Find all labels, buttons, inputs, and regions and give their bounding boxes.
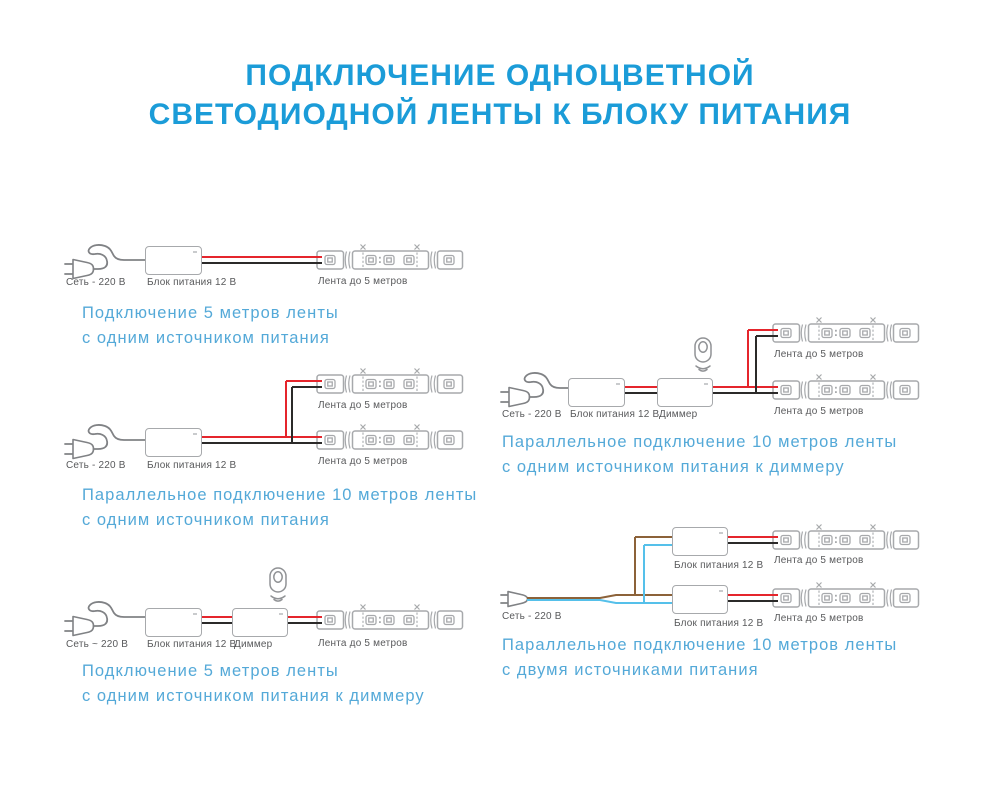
led-strip-icon — [772, 373, 920, 400]
strip-label: Лента до 5 метров — [318, 400, 408, 411]
strip-label: Лента до 5 метров — [774, 406, 864, 417]
caption-line: с одним источником питания к диммеру — [82, 687, 425, 705]
page-title: ПОДКЛЮЧЕНИЕ ОДНОЦВЕТНОЙ СВЕТОДИОДНОЙ ЛЕН… — [0, 56, 1000, 134]
strip-label: Лента до 5 метров — [318, 456, 408, 467]
wire-neutral-d5 — [527, 544, 672, 604]
remote-control-icon — [694, 337, 712, 372]
caption-line: с одним источником питания к диммеру — [502, 458, 845, 476]
led-strip-icon — [316, 423, 464, 450]
strip-label: Лента до 5 метров — [774, 349, 864, 360]
diagram-caption: Параллельное подключение 10 метров ленты… — [502, 633, 897, 683]
dimmer-label: Диммер — [234, 639, 273, 650]
wire-phase-d5 — [527, 536, 672, 599]
wire-negative-d2 — [202, 386, 322, 444]
dimmer-box — [232, 608, 288, 637]
psu-label: Блок питания 12 В — [147, 639, 237, 650]
power-supply-box — [145, 428, 202, 457]
strip-label: Лента до 5 метров — [318, 276, 408, 287]
page-title-line1: ПОДКЛЮЧЕНИЕ ОДНОЦВЕТНОЙ — [245, 59, 755, 92]
power-supply-box — [145, 608, 202, 637]
strip-label: Лента до 5 метров — [318, 638, 408, 649]
mains-label: Сеть - 220 В — [66, 460, 126, 471]
mains-label: Сеть - 220 В — [502, 409, 562, 420]
diagram-caption: Подключение 5 метров ленты с одним источ… — [82, 659, 425, 709]
led-strip-icon — [772, 316, 920, 343]
wire-negative-d5 — [728, 542, 778, 602]
led-strip-icon — [316, 603, 464, 630]
mains-label: Сеть - 220 В — [66, 277, 126, 288]
caption-line: Параллельное подключение 10 метров ленты — [502, 433, 898, 451]
caption-line: с одним источником питания — [82, 329, 330, 347]
caption-line: Параллельное подключение 10 метров ленты — [502, 636, 898, 654]
plug-icon — [500, 590, 530, 608]
plug-icon — [64, 601, 146, 637]
psu-label: Блок питания 12 В — [674, 560, 764, 571]
led-strip-icon — [316, 367, 464, 394]
caption-line: Подключение 5 метров ленты — [82, 662, 339, 680]
mains-label: Сеть ~ 220 В — [66, 639, 129, 650]
power-supply-box — [672, 527, 728, 556]
wire-positive-d2 — [202, 380, 322, 438]
led-strip-icon — [772, 523, 920, 550]
diagram-caption: Параллельное подключение 10 метров ленты… — [502, 430, 897, 480]
led-strip-icon — [316, 243, 464, 270]
psu-label: Блок питания 12 В — [674, 618, 764, 629]
strip-label: Лента до 5 метров — [774, 555, 864, 566]
caption-line: Параллельное подключение 10 метров ленты — [82, 486, 478, 504]
caption-line: с двумя источниками питания — [502, 661, 759, 679]
power-supply-box — [672, 585, 728, 614]
dimmer-label: Диммер — [659, 409, 698, 420]
dimmer-box — [657, 378, 713, 407]
page-title-line2: СВЕТОДИОДНОЙ ЛЕНТЫ К БЛОКУ ПИТАНИЯ — [148, 98, 852, 131]
caption-line: с одним источником питания — [82, 511, 330, 529]
diagram-caption: Параллельное подключение 10 метров ленты… — [82, 483, 477, 533]
power-supply-box — [145, 246, 202, 275]
caption-line: Подключение 5 метров ленты — [82, 304, 339, 322]
psu-label: Блок питания 12 В — [147, 460, 237, 471]
power-supply-box — [568, 378, 625, 407]
psu-label: Блок питания 12 В — [147, 277, 237, 288]
led-strip-icon — [772, 581, 920, 608]
psu-label: Блок питания 12 В — [570, 409, 660, 420]
remote-control-icon — [269, 567, 287, 602]
diagram-caption: Подключение 5 метров ленты с одним источ… — [82, 301, 339, 351]
mains-label: Сеть - 220 В — [502, 611, 562, 622]
strip-label: Лента до 5 метров — [774, 613, 864, 624]
